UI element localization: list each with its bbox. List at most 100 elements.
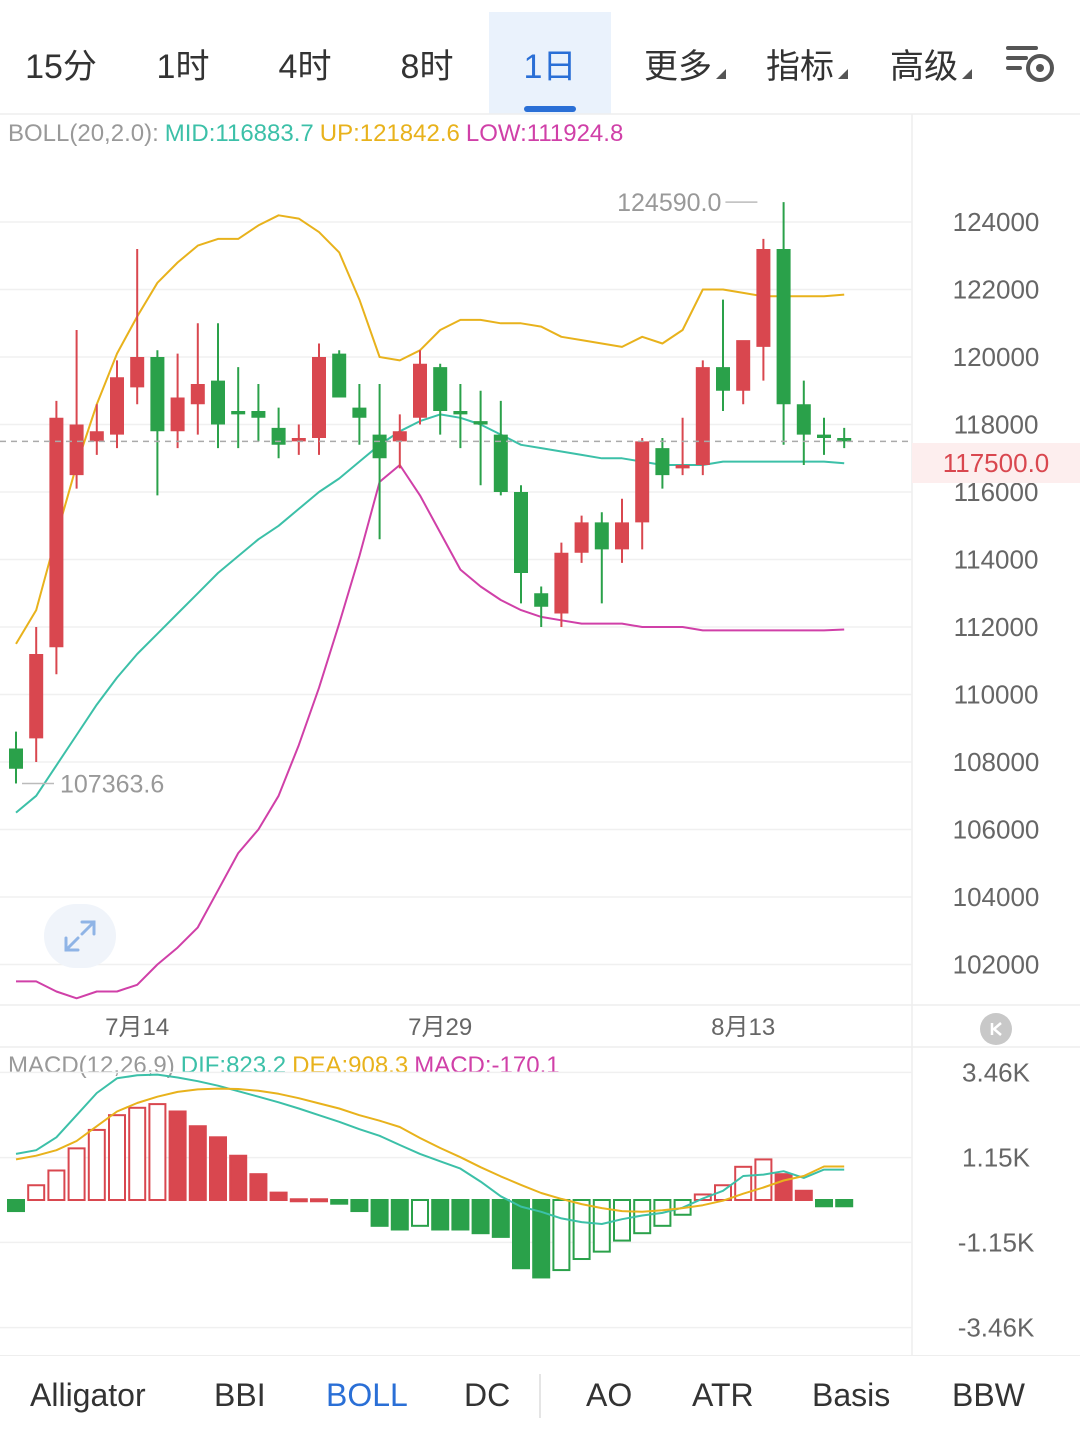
candle-body bbox=[89, 431, 104, 442]
macd-legend: MACD(12,26,9) DIF:823.2 DEA:908.3 MACD:-170… bbox=[8, 1052, 566, 1080]
tab-8h[interactable]: 8时 bbox=[366, 12, 488, 114]
tab-indicators[interactable]: 指标 bbox=[752, 12, 862, 114]
candle bbox=[271, 407, 286, 459]
tab-divider bbox=[539, 1374, 541, 1418]
candle-body bbox=[150, 357, 165, 432]
candle bbox=[29, 627, 44, 762]
tab-boll[interactable]: BOLL bbox=[326, 1356, 408, 1434]
expand-chart-button[interactable] bbox=[44, 904, 116, 968]
tab-1d[interactable]: 1日 bbox=[489, 12, 611, 114]
macd-histogram-bar bbox=[209, 1136, 227, 1202]
tab-dc[interactable]: DC bbox=[464, 1356, 510, 1434]
macd-histogram-bar bbox=[431, 1199, 450, 1231]
candle-body bbox=[635, 441, 650, 523]
boll-legend: BOLL(20,2.0): MID:116883.7 UP:121842.6 LOW:… bbox=[8, 120, 629, 148]
candle bbox=[473, 390, 488, 486]
candle bbox=[756, 238, 771, 381]
candle-body bbox=[453, 411, 468, 415]
candle-body bbox=[352, 407, 367, 418]
tab-label: 更多 bbox=[644, 47, 712, 86]
indicator-label: Basis bbox=[812, 1376, 891, 1413]
macd-histogram-bar bbox=[754, 1158, 773, 1202]
tab-advanced[interactable]: 高级 bbox=[876, 12, 986, 114]
chart-settings-icon[interactable] bbox=[1004, 42, 1056, 86]
boll-up: UP:121842.6 bbox=[319, 120, 460, 147]
high-price-label: 124590.0 bbox=[617, 189, 721, 217]
candle-body bbox=[594, 522, 609, 550]
candle-body bbox=[756, 249, 771, 347]
scroll-to-latest-button[interactable] bbox=[980, 1013, 1012, 1045]
indicator-tab-bar: Alligator BBI BOLL DC AO ATR Basis BBW bbox=[0, 1355, 1080, 1444]
tab-label: 1时 bbox=[156, 47, 210, 86]
tab-label: 15分 bbox=[25, 47, 97, 86]
macd-histogram-bar bbox=[532, 1199, 551, 1279]
candle bbox=[413, 350, 427, 425]
price-tick-label: 124000 bbox=[953, 207, 1040, 237]
macd-histogram-bar bbox=[269, 1191, 288, 1202]
candle bbox=[433, 363, 448, 435]
tab-15m[interactable]: 15分 bbox=[0, 12, 122, 114]
candle bbox=[352, 384, 367, 445]
candle bbox=[291, 424, 306, 455]
macd-histogram-bar bbox=[552, 1199, 571, 1272]
candle-body bbox=[695, 367, 710, 465]
price-tick-label: 114000 bbox=[954, 545, 1039, 575]
tab-bbw[interactable]: BBW bbox=[952, 1356, 1025, 1434]
candle bbox=[776, 202, 791, 445]
candle-body bbox=[413, 363, 427, 418]
active-tab-indicator bbox=[524, 106, 576, 112]
candle-body bbox=[392, 431, 407, 442]
candle bbox=[130, 249, 145, 405]
candle bbox=[312, 343, 326, 455]
price-tick-label: 122000 bbox=[953, 275, 1040, 305]
macd-histogram-bar bbox=[411, 1199, 429, 1227]
candle-body bbox=[554, 552, 569, 614]
candle-body bbox=[170, 397, 185, 432]
candle-body bbox=[211, 380, 225, 425]
price-chart[interactable]: 1240001220001200001180001160001140001120… bbox=[0, 0, 1080, 1355]
candle-body bbox=[574, 522, 589, 553]
candle bbox=[251, 384, 266, 442]
tab-alligator[interactable]: Alligator bbox=[30, 1356, 146, 1434]
candle-body bbox=[473, 421, 488, 425]
macd-histogram-bar bbox=[289, 1198, 308, 1203]
tab-1h[interactable]: 1时 bbox=[122, 12, 244, 114]
candle bbox=[655, 438, 670, 489]
tab-basis[interactable]: Basis bbox=[812, 1356, 890, 1434]
tab-4h[interactable]: 4时 bbox=[244, 12, 366, 114]
macd-histogram-bar bbox=[330, 1199, 349, 1205]
macd-dea-line bbox=[15, 1087, 845, 1213]
candle-body bbox=[615, 522, 629, 550]
boll-mid-line bbox=[15, 413, 845, 814]
price-tick-label: 108000 bbox=[953, 747, 1040, 777]
rewind-icon bbox=[990, 1022, 1002, 1036]
indicator-label: BBW bbox=[952, 1376, 1025, 1413]
macd-histogram-bar bbox=[572, 1199, 591, 1261]
timeframe-bar: 15分 1时 4时 8时 1日 更多 指标 高级 bbox=[0, 0, 1080, 114]
tab-bbi[interactable]: BBI bbox=[214, 1356, 266, 1434]
candle bbox=[69, 330, 84, 489]
candle bbox=[453, 384, 468, 449]
candle-body bbox=[251, 411, 266, 418]
candle bbox=[574, 515, 589, 563]
price-tick-label: 120000 bbox=[953, 342, 1040, 372]
candle-body bbox=[837, 438, 852, 442]
macd-histogram-bar bbox=[47, 1169, 66, 1202]
macd-histogram-bar bbox=[693, 1193, 712, 1201]
macd-histogram-bar bbox=[148, 1103, 167, 1201]
candle-body bbox=[332, 353, 347, 398]
macd-histogram-bar bbox=[128, 1106, 147, 1202]
macd-histogram-bar bbox=[67, 1147, 86, 1202]
tab-label: 1日 bbox=[523, 47, 577, 86]
tab-more[interactable]: 更多 bbox=[630, 12, 740, 114]
tab-atr[interactable]: ATR bbox=[692, 1356, 754, 1434]
candle bbox=[594, 512, 609, 604]
macd-histogram-bar bbox=[229, 1154, 248, 1201]
macd-tick-label: 3.46K bbox=[962, 1057, 1031, 1087]
tab-ao[interactable]: AO bbox=[586, 1356, 632, 1434]
macd-histogram-bar bbox=[27, 1184, 46, 1201]
candle-body bbox=[675, 465, 690, 469]
candle bbox=[332, 350, 347, 398]
date-tick-label: 7月29 bbox=[408, 1014, 472, 1041]
macd-histogram-bar bbox=[471, 1199, 490, 1235]
